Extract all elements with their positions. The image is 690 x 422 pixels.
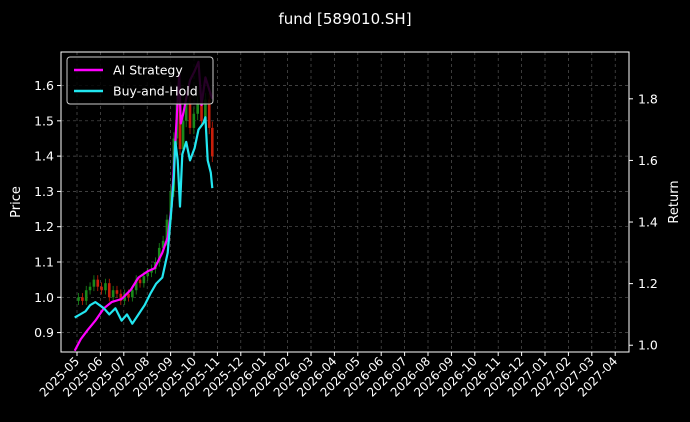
price-candle-body bbox=[77, 297, 80, 301]
price-candle-body bbox=[111, 290, 115, 298]
price-candle-body bbox=[115, 290, 119, 294]
price-candle-body bbox=[200, 103, 203, 121]
price-candle-body bbox=[157, 247, 161, 262]
price-candle-body bbox=[161, 240, 165, 248]
y2-tick-label: 1.6 bbox=[638, 153, 658, 168]
legend-box bbox=[66, 56, 214, 105]
y2-tick-label: 1.2 bbox=[638, 276, 658, 291]
price-candle-body bbox=[119, 293, 123, 301]
price-candle-body bbox=[96, 279, 100, 287]
price-candle-body bbox=[84, 290, 88, 301]
price-candle-body bbox=[88, 286, 92, 291]
price-candle-body bbox=[192, 113, 196, 128]
price-candle-body bbox=[142, 276, 146, 284]
buy-and-hold-line bbox=[74, 116, 214, 325]
price-candle-body bbox=[146, 272, 150, 277]
price-candle-body bbox=[207, 99, 211, 128]
price-candle-body bbox=[138, 279, 142, 284]
price-candle-body bbox=[184, 103, 188, 121]
price-candle-body bbox=[188, 103, 192, 128]
y2-tick-label: 1.0 bbox=[638, 338, 658, 353]
y-tick-label: 1.6 bbox=[34, 78, 54, 93]
price-candle-body bbox=[210, 127, 214, 157]
plot-frame bbox=[60, 51, 630, 353]
y-axis-label: Price bbox=[9, 186, 24, 218]
legend-label-ai-strategy: AI Strategy bbox=[113, 63, 183, 78]
price-candle-body bbox=[204, 99, 207, 121]
price-candle-body bbox=[81, 297, 84, 301]
price-candle-body bbox=[92, 279, 96, 287]
price-candle-body bbox=[134, 279, 138, 291]
price-candle-body bbox=[131, 290, 134, 298]
price-candle-body bbox=[127, 293, 130, 298]
y-tick-label: 0.9 bbox=[34, 325, 54, 340]
y-tick-label: 1.3 bbox=[34, 184, 54, 199]
y-tick-label: 1.5 bbox=[34, 113, 54, 128]
price-candle-body bbox=[107, 283, 111, 298]
price-candle-body bbox=[104, 283, 107, 291]
y-tick-label: 1.1 bbox=[34, 255, 54, 270]
y-tick-label: 1.4 bbox=[34, 149, 54, 164]
legend-label-buy-and-hold: Buy-and-Hold bbox=[113, 84, 198, 99]
y2-axis-label: Return bbox=[667, 180, 682, 223]
y-tick-label: 1.2 bbox=[34, 219, 54, 234]
price-candle-body bbox=[196, 103, 199, 114]
price-candle-body bbox=[150, 269, 153, 273]
chart-title: fund [589010.SH] bbox=[278, 10, 411, 28]
price-candle-body bbox=[100, 286, 103, 291]
price-candle-body bbox=[165, 219, 169, 241]
price-candle-body bbox=[181, 120, 185, 150]
y2-tick-label: 1.8 bbox=[638, 91, 658, 106]
y2-tick-label: 1.4 bbox=[638, 215, 658, 230]
y-tick-label: 1.0 bbox=[34, 290, 54, 305]
price-candle-body bbox=[178, 103, 182, 150]
legend: AI Strategy Buy-and-Hold bbox=[66, 56, 214, 105]
